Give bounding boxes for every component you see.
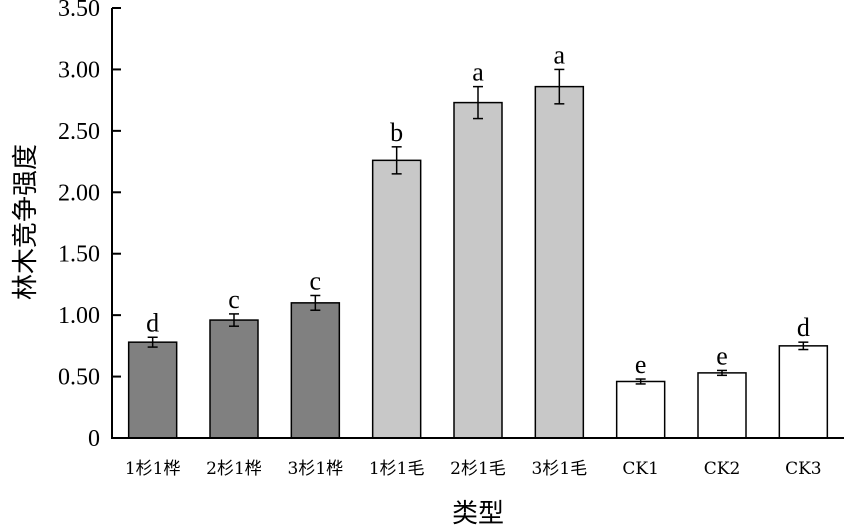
bars-group [127,85,829,439]
bar [209,319,259,439]
x-axis-title: 类型 [452,499,504,529]
x-tick-label: CK2 [704,459,741,479]
x-tick-label: 2杉1桦 [206,459,262,479]
bar [534,85,585,439]
x-tick-label: CK3 [785,459,822,479]
y-axis-title: 林木竞争强度 [11,144,41,300]
bar [127,341,178,439]
y-tick-label: 3.50 [58,0,100,22]
error-bars-group [147,68,809,385]
y-tick-label: 2.50 [58,119,100,145]
bar [371,159,422,439]
significance-label: b [390,118,403,147]
bar [290,302,341,439]
y-tick-label: 0 [88,426,100,452]
significance-labels-group: d c c b a a e e d [146,40,810,379]
bar [778,345,829,439]
x-tick-label: 3杉1桦 [288,459,344,479]
y-tick-label: 2.00 [58,180,100,206]
significance-label: a [472,58,484,87]
bar [453,101,503,439]
bar [697,372,747,439]
y-tick-label: 1.00 [58,303,100,329]
significance-label: d [146,308,159,337]
bar [615,380,666,439]
significance-label: e [716,341,728,370]
significance-label: c [228,285,240,314]
y-axis-ticks: 0 0.50 1.00 1.50 2.00 2.50 3.00 3.50 [58,0,121,452]
significance-label: c [310,266,322,295]
significance-label: a [554,40,566,69]
x-tick-label: 2杉1毛 [450,459,506,479]
y-tick-label: 1.50 [58,242,100,268]
y-tick-label: 3.00 [58,57,100,83]
x-tick-label: CK1 [622,459,659,479]
y-tick-label: 0.50 [58,365,100,391]
x-tick-label: 1杉1桦 [125,459,181,479]
significance-label: d [797,313,810,342]
x-tick-label: 1杉1毛 [369,459,425,479]
x-axis-tick-labels: 1杉1桦 2杉1桦 3杉1桦 1杉1毛 2杉1毛 3杉1毛 CK1 CK2 CK3 [125,459,822,479]
x-tick-label: 3杉1毛 [532,459,588,479]
significance-label: e [635,350,647,379]
